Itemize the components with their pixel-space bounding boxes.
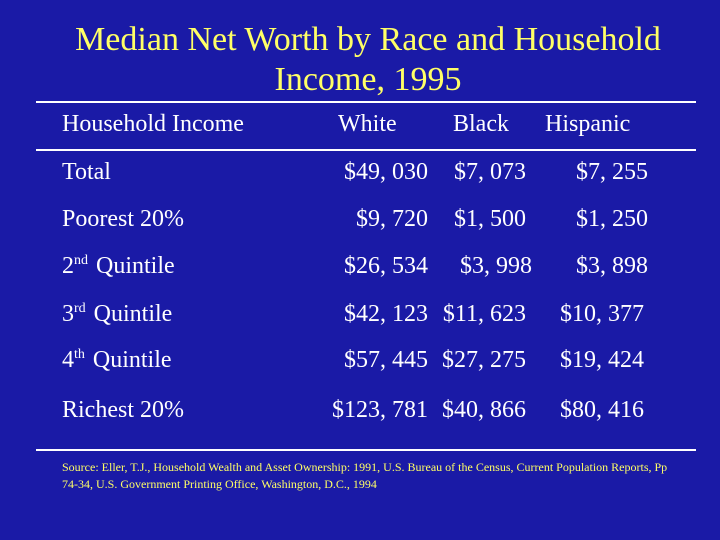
row-label-text: Quintile [92, 347, 172, 373]
cell-black-3rd-quintile: $11, 623 [442, 301, 526, 327]
cell-black-richest-20: $40, 866 [442, 397, 526, 423]
cell-hispanic-2nd-quintile: $3, 898 [576, 253, 648, 279]
row-label-total: Total [62, 159, 111, 185]
row-label-prefix: 2 [62, 253, 74, 279]
row-label-text: Quintile [96, 253, 175, 279]
row-label-suffix: rd [74, 301, 86, 316]
cell-white-4th-quintile: $57, 445 [344, 347, 428, 373]
row-label-poorest-20: Poorest 20% [62, 206, 184, 232]
row-label-4th-quintile: 4th Quintile [62, 346, 172, 374]
cell-black-4th-quintile: $27, 275 [442, 347, 526, 373]
cell-white-3rd-quintile: $42, 123 [344, 301, 428, 327]
cell-white-2nd-quintile: $26, 534 [344, 253, 428, 279]
row-label-richest-20: Richest 20% [62, 397, 184, 423]
bottom-rule [36, 449, 696, 451]
row-label-text: Quintile [93, 301, 173, 327]
cell-hispanic-4th-quintile: $19, 424 [560, 347, 644, 373]
cell-hispanic-total: $7, 255 [576, 159, 648, 185]
header-rule [36, 149, 696, 151]
cell-black-total: $7, 073 [454, 159, 526, 185]
row-label-prefix: 3 [62, 301, 74, 327]
slide-title: Median Net Worth by Race and Household I… [0, 20, 720, 100]
cell-hispanic-poorest-20: $1, 250 [576, 206, 648, 232]
cell-black-poorest-20: $1, 500 [454, 206, 526, 232]
header-household-income: Household Income [62, 111, 244, 137]
row-label-3rd-quintile: 3rd Quintile [62, 300, 172, 328]
cell-white-poorest-20: $9, 720 [356, 206, 428, 232]
title-line-2: Income, 1995 [274, 61, 462, 98]
cell-white-richest-20: $123, 781 [332, 397, 428, 423]
row-label-prefix: 4 [62, 347, 74, 373]
row-label-suffix: th [74, 347, 85, 362]
row-label-suffix: nd [74, 253, 88, 268]
cell-hispanic-richest-20: $80, 416 [560, 397, 644, 423]
cell-black-2nd-quintile: $3, 998 [460, 253, 532, 279]
cell-hispanic-3rd-quintile: $10, 377 [560, 301, 644, 327]
row-label-2nd-quintile: 2nd Quintile [62, 252, 175, 280]
header-hispanic: Hispanic [545, 111, 631, 137]
header-white: White [338, 111, 397, 137]
header-black: Black [453, 111, 509, 137]
source-citation: Source: Eller, T.J., Household Wealth an… [62, 460, 668, 491]
title-line-1: Median Net Worth by Race and Household [75, 21, 661, 58]
cell-white-total: $49, 030 [344, 159, 428, 185]
top-rule [36, 101, 696, 103]
